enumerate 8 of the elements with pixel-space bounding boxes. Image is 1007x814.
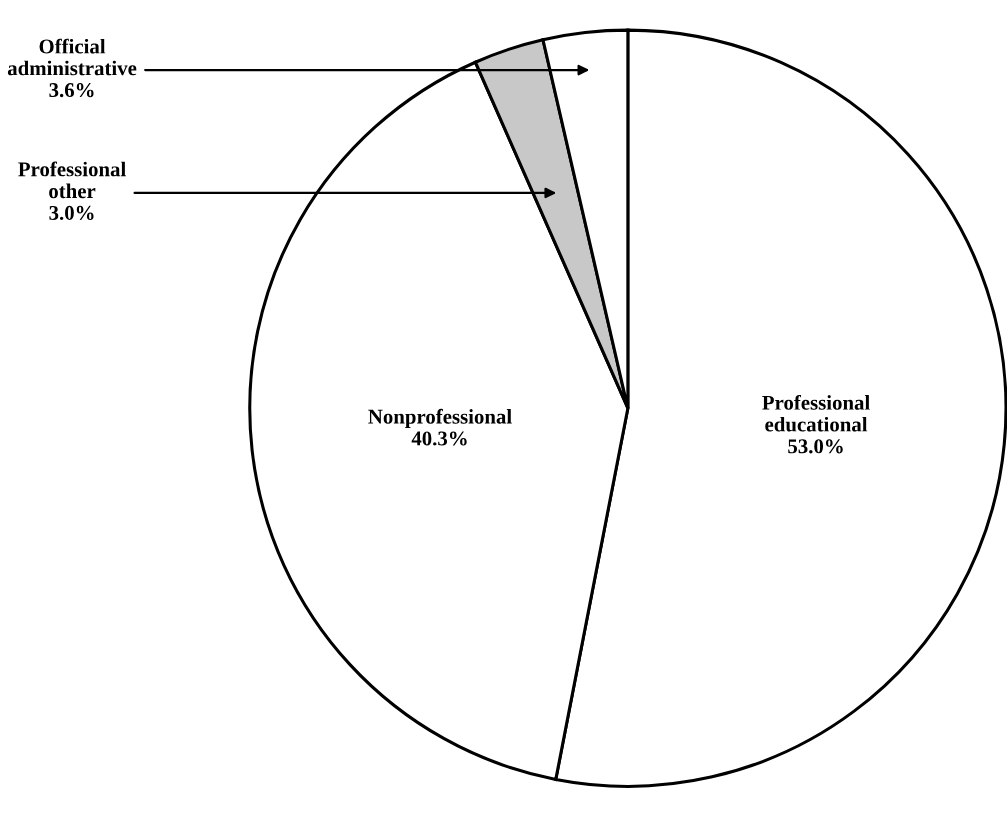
slice-label: Nonprofessional: [368, 408, 512, 428]
data-label: 40.3%: [411, 431, 467, 446]
slice-label: Professional other: [18, 161, 126, 199]
data-label: 3.0%: [49, 205, 94, 221]
slice-label: Official administrative: [7, 38, 137, 76]
data-label: 3.6%: [49, 83, 94, 98]
data-label: 53.0%: [788, 439, 843, 454]
slice-label: Professional educational: [762, 394, 870, 432]
